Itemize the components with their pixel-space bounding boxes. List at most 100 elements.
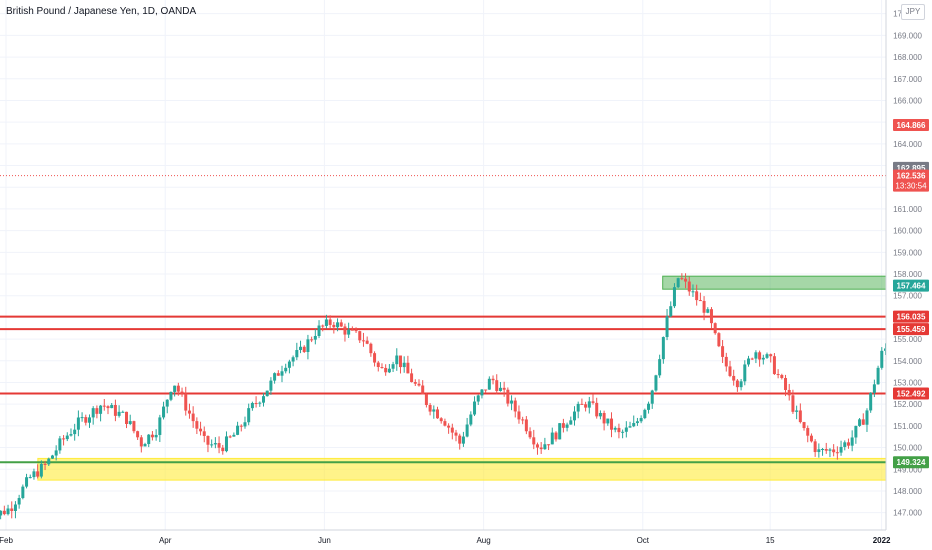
candle [554,431,558,442]
candle [269,377,273,395]
candle [513,397,517,418]
candle-body [443,421,447,426]
candle-body [628,426,632,428]
candle [6,504,10,516]
candle-body [461,436,465,444]
candle-body [735,380,739,388]
candle [432,405,436,419]
candle [839,440,843,456]
y-tick-label: 154.000 [893,357,922,366]
candle [158,414,162,443]
candle-body [47,458,51,465]
candle-body [391,364,395,369]
candle-body [469,414,473,425]
candle-body [713,323,717,334]
candle [84,414,88,426]
candle-body [821,448,825,450]
countdown-text: 13:30:54 [895,182,927,191]
candle-body [658,359,662,376]
candle [125,411,129,429]
candle [428,403,432,416]
candle [302,345,306,354]
candle [776,369,780,379]
candle-body [535,444,539,448]
candle [62,435,66,446]
candle-body [424,394,428,405]
candle-body [654,375,658,391]
candle-body [506,389,510,404]
candle-body [635,421,639,424]
candle-body [872,384,876,393]
candle [480,388,484,399]
candle [558,423,562,440]
candle-body [747,358,751,365]
candle-body [487,378,491,390]
price-label-bg [893,323,929,336]
candle-body [87,417,91,423]
candle [702,296,706,321]
candle [0,510,3,520]
candle-body [595,402,599,417]
candle [443,418,447,427]
price-label-149.324: 149.324 [893,456,929,469]
candle [450,423,454,440]
candle-body [846,442,850,446]
candle [643,408,647,420]
candle [661,336,665,364]
candle [606,418,610,426]
candle [317,320,321,339]
candle-body [217,443,221,448]
candle [380,363,384,369]
candle [798,403,802,424]
candle [313,329,317,345]
candle-body [828,449,832,451]
candle [628,421,632,428]
candle-body [173,385,177,392]
candle-body [632,423,636,427]
candle-body [276,373,280,376]
candle-body [239,425,243,427]
candle [828,448,832,458]
candle [395,348,399,371]
candle [598,410,602,420]
price-label-bg [893,310,929,323]
candle [276,370,280,376]
candle [528,427,532,440]
candle [669,301,673,318]
candle-body [310,339,314,341]
candle-body [717,333,721,347]
y-tick-label: 157.000 [893,292,922,301]
x-tick-label: 15 [766,536,775,545]
candle [872,379,876,398]
candle [398,355,402,374]
candle [17,494,21,509]
candle-body [480,389,484,396]
price-label-157.464: 157.464 [893,279,929,292]
candle [417,379,421,387]
candle-body [439,418,443,422]
candle-body [110,404,114,409]
candle-body [150,434,154,438]
candle [447,423,451,434]
candle-body [513,400,517,412]
candle [250,401,254,411]
y-tick-label: 150.000 [893,444,922,453]
candle-body [676,278,680,288]
candle [824,442,828,454]
currency-badge[interactable]: JPY [901,4,925,20]
candle-body [243,422,247,427]
x-tick-label: Jun [318,536,331,545]
candle-body [724,356,728,367]
candle [802,421,806,431]
candle [228,435,232,439]
candle-body [858,419,862,426]
candle-body [532,437,536,445]
candle [99,404,103,422]
y-tick-label: 160.000 [893,227,922,236]
candle-body [10,508,14,511]
price-label-text: 149.324 [897,458,926,467]
candle-body [584,404,588,408]
candle-body [350,329,354,331]
candle-body [410,373,414,383]
